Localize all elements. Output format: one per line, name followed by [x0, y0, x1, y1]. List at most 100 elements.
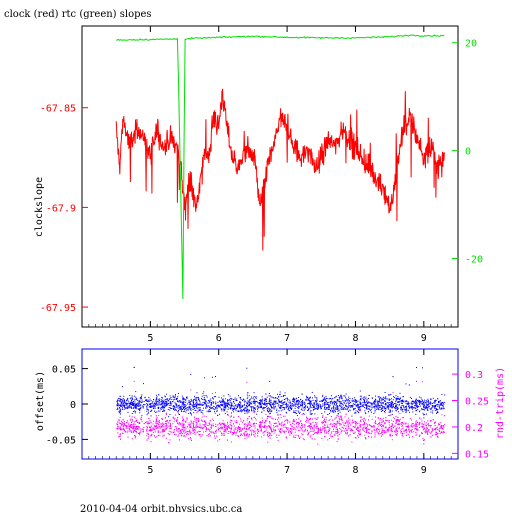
scatter-point — [277, 439, 279, 441]
scatter-point — [239, 402, 241, 404]
scatter-point — [217, 404, 219, 406]
scatter-point — [405, 383, 407, 385]
scatter-point — [415, 413, 417, 415]
scatter-point — [316, 400, 318, 402]
scatter-point — [265, 425, 267, 427]
scatter-point — [117, 398, 119, 400]
scatter-point — [391, 429, 393, 431]
scatter-point — [169, 398, 171, 400]
scatter-point — [359, 434, 361, 436]
scatter-point — [142, 431, 144, 433]
scatter-point — [324, 407, 325, 408]
scatter-point — [192, 400, 194, 402]
scatter-point — [346, 400, 348, 402]
scatter-point — [227, 426, 229, 427]
scatter-point — [422, 400, 424, 402]
scatter-point — [253, 397, 254, 399]
chart-title: clock (red) rtc (green) slopes — [4, 9, 152, 20]
scatter-point — [182, 409, 184, 410]
scatter-point — [442, 431, 444, 433]
scatter-point — [134, 412, 136, 414]
scatter-point — [224, 401, 226, 403]
scatter-point — [283, 430, 284, 432]
scatter-point — [124, 429, 125, 431]
scatter-point — [129, 402, 131, 404]
scatter-point — [340, 394, 342, 396]
scatter-point — [363, 397, 365, 399]
scatter-point — [209, 398, 211, 400]
scatter-point — [211, 425, 212, 426]
scatter-point — [124, 425, 126, 427]
scatter-point — [303, 409, 305, 411]
scatter-point — [122, 428, 124, 430]
scatter-point — [375, 423, 377, 425]
scatter-point — [316, 427, 318, 429]
scatter-point — [279, 393, 281, 395]
scatter-point — [185, 436, 187, 438]
scatter-point — [283, 424, 285, 426]
scatter-point — [423, 429, 425, 431]
scatter-point — [302, 426, 304, 428]
scatter-point — [436, 412, 438, 414]
scatter-point — [388, 411, 390, 413]
scatter-point — [400, 430, 402, 432]
scatter-point — [227, 414, 228, 416]
scatter-point — [172, 423, 174, 425]
scatter-point — [322, 400, 324, 401]
scatter-point — [405, 412, 407, 413]
scatter-point — [385, 431, 387, 433]
scatter-point — [283, 426, 285, 428]
scatter-point — [162, 424, 164, 426]
scatter-point — [262, 420, 263, 422]
scatter-point — [157, 435, 159, 436]
scatter-point — [124, 424, 125, 426]
scatter-point — [196, 392, 198, 394]
scatter-point — [432, 397, 434, 399]
scatter-point — [224, 398, 226, 400]
scatter-point — [333, 402, 335, 404]
scatter-point — [264, 422, 266, 424]
scatter-point — [162, 435, 164, 437]
scatter-point — [276, 412, 278, 414]
scatter-point — [121, 408, 123, 410]
scatter-point — [213, 401, 215, 403]
scatter-point — [160, 407, 162, 409]
scatter-point — [275, 401, 277, 403]
scatter-point — [436, 409, 437, 411]
scatter-point — [135, 404, 137, 406]
scatter-point — [145, 400, 147, 401]
scatter-point — [189, 406, 191, 408]
scatter-point — [335, 411, 336, 413]
scatter-point — [138, 403, 140, 405]
scatter-point — [384, 400, 386, 402]
scatter-point — [139, 409, 141, 411]
scatter-point — [292, 428, 294, 430]
scatter-point — [186, 409, 188, 411]
scatter-point — [288, 407, 290, 409]
scatter-point — [374, 409, 376, 411]
scatter-point — [156, 425, 158, 427]
scatter-point — [180, 408, 182, 410]
scatter-point — [295, 403, 297, 405]
scatter-point — [270, 403, 272, 405]
scatter-point — [403, 405, 404, 407]
scatter-point — [211, 402, 212, 404]
scatter-point — [155, 436, 157, 438]
scatter-point — [157, 407, 159, 409]
scatter-point — [359, 408, 361, 410]
scatter-point — [233, 411, 234, 413]
scatter-point — [375, 395, 376, 397]
scatter-point — [439, 427, 440, 429]
scatter-point — [277, 428, 279, 430]
scatter-point — [163, 403, 165, 405]
scatter-point — [246, 381, 248, 383]
scatter-point — [205, 428, 207, 430]
scatter-point — [300, 420, 302, 422]
scatter-point — [209, 407, 211, 409]
scatter-point — [279, 405, 281, 406]
scatter-point — [296, 413, 298, 414]
scatter-point — [351, 415, 353, 417]
scatter-point — [147, 409, 149, 411]
scatter-point — [435, 404, 437, 406]
scatter-point — [296, 415, 298, 417]
